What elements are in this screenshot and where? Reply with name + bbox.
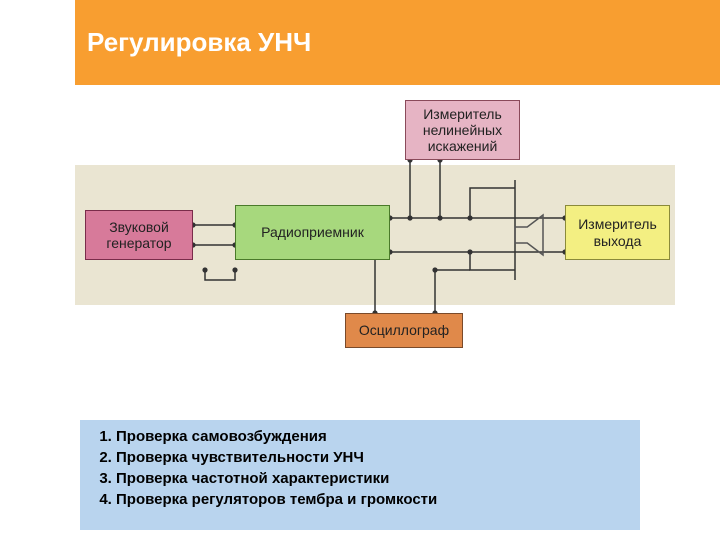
step-item: Проверка регуляторов тембра и громкости — [116, 491, 630, 508]
block-radio: Радиоприемник — [235, 205, 390, 260]
page-title: Регулировка УНЧ — [75, 27, 311, 58]
block-osc: Осциллограф — [345, 313, 463, 348]
step-item: Проверка частотной характеристики — [116, 470, 630, 487]
step-item: Проверка чувствительности УНЧ — [116, 449, 630, 466]
block-gen: Звуковой генератор — [85, 210, 193, 260]
block-out: Измеритель выхода — [565, 205, 670, 260]
block-nld: Измеритель нелинейных искажений — [405, 100, 520, 160]
block-diagram: Звуковой генератор Радиоприемник Измерител… — [75, 100, 675, 400]
steps-list-box: Проверка самовозбуждения Проверка чувстви… — [80, 420, 640, 530]
title-bar: Регулировка УНЧ — [75, 0, 720, 85]
step-item: Проверка самовозбуждения — [116, 428, 630, 445]
speaker-icon — [515, 215, 543, 255]
steps-list: Проверка самовозбуждения Проверка чувстви… — [90, 428, 630, 508]
